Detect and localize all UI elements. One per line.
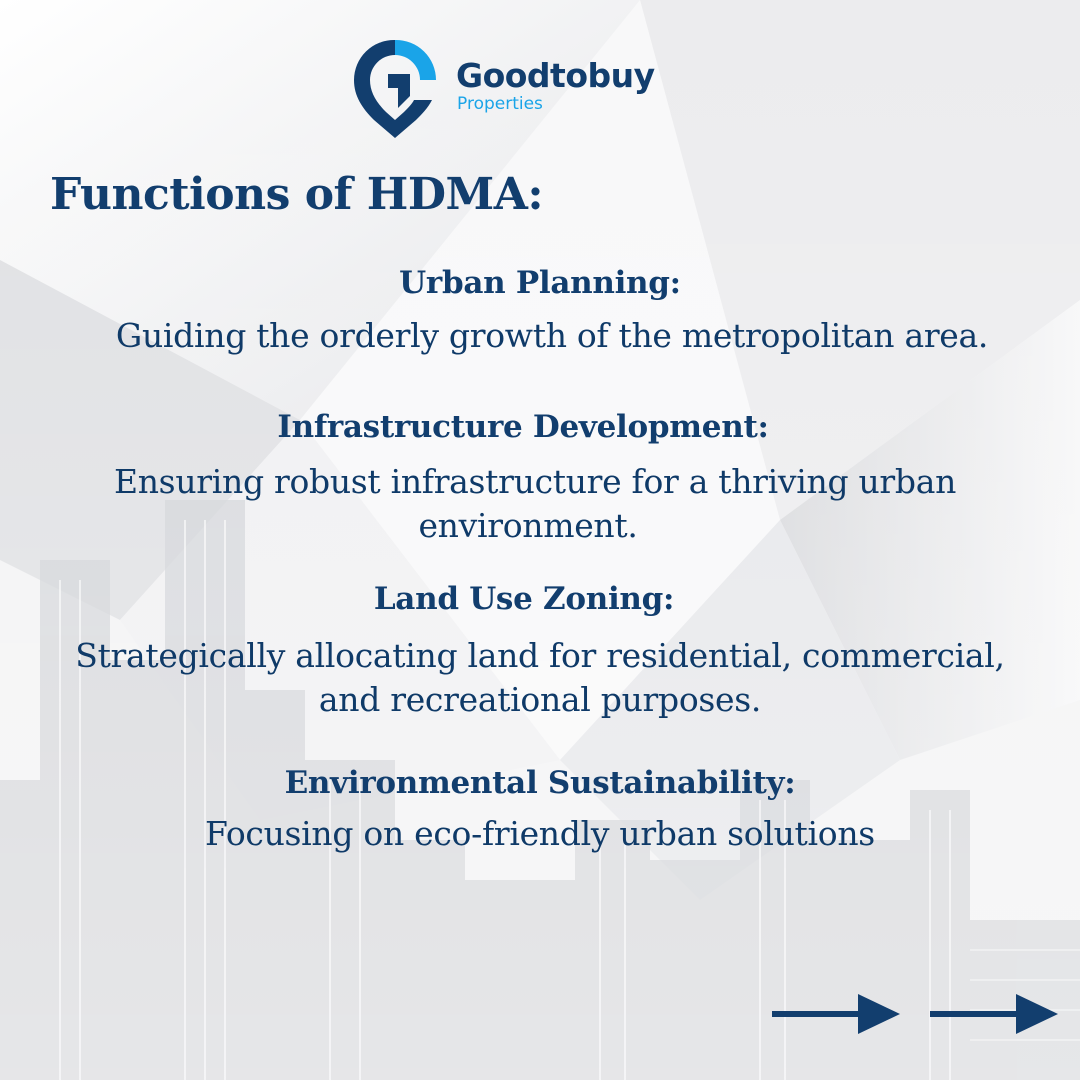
section-text-land-use-line1: Strategically allocating land for reside… [75, 636, 1005, 675]
section-heading-land-use: Land Use Zoning: [373, 581, 675, 617]
arrow-right-icon[interactable] [772, 992, 902, 1036]
section-text-infrastructure-line2: environment. [418, 506, 638, 545]
location-pin-g-logo-icon [354, 39, 436, 138]
section-text-infrastructure-line1: Ensuring robust infrastructure for a thr… [113, 462, 957, 501]
section-text-land-use-line2: and recreational purposes. [318, 680, 762, 719]
brand-subtitle: Properties [457, 94, 543, 114]
section-heading-infrastructure: Infrastructure Development: [277, 409, 769, 445]
section-heading-urban-planning: Urban Planning: [399, 265, 681, 301]
brand-name: Goodtobuy [456, 56, 655, 95]
section-heading-environmental: Environmental Sustainability: [284, 765, 796, 801]
arrow-right-icon[interactable] [930, 992, 1060, 1036]
page-title: Functions of HDMA: [50, 169, 544, 220]
section-text-environmental: Focusing on eco-friendly urban solutions [205, 814, 875, 853]
section-text-urban-planning: Guiding the orderly growth of the metrop… [115, 316, 989, 355]
